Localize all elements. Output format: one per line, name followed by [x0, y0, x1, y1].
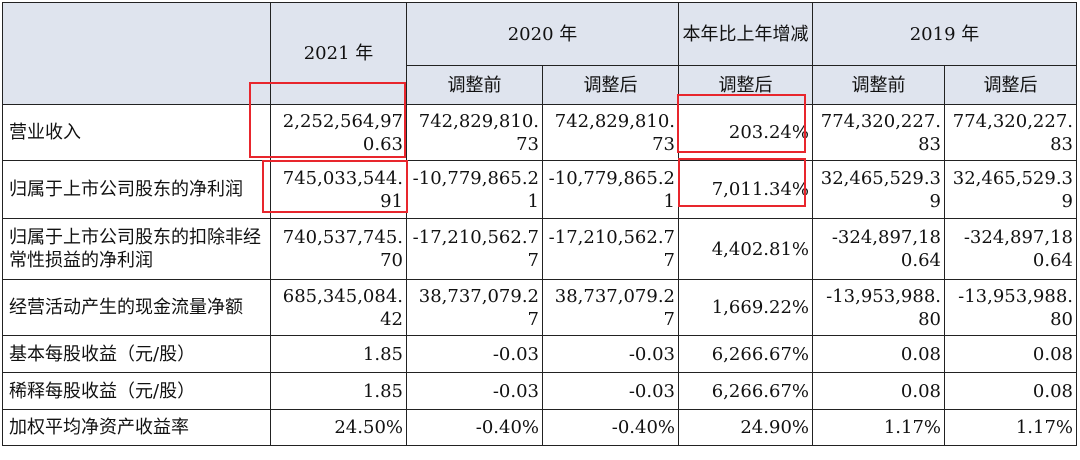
row-label: 稀释每股收益（元/股）	[2, 372, 271, 410]
value-2021: 1.85	[270, 335, 407, 373]
value-2021: 740,537,745.70	[270, 218, 407, 280]
value-2021: 1.85	[270, 372, 407, 410]
value-2020-after: -0.03	[542, 335, 679, 373]
header-2019-before: 调整前	[812, 65, 945, 105]
table-body: 营业收入 2,252,564,970.63 742,829,810.73 742,82…	[2, 104, 1077, 446]
value-2019-before: -324,897,180.64	[812, 218, 945, 280]
value-2019-after: -13,953,988.80	[944, 279, 1077, 336]
value-yoy: 24.90%	[678, 409, 813, 446]
value-2019-before: 0.08	[812, 335, 945, 373]
header-year-2019: 2019 年	[812, 2, 1077, 66]
header-2019-after: 调整后	[944, 65, 1077, 105]
value-2020-before: 38,737,079.27	[406, 279, 543, 336]
value-2019-before: 32,465,529.39	[812, 160, 945, 219]
value-2019-before: -13,953,988.80	[812, 279, 945, 336]
value-2019-after: 774,320,227.83	[944, 104, 1077, 161]
table-row: 经营活动产生的现金流量净额 685,345,084.42 38,737,079.27…	[2, 279, 1077, 336]
value-2019-after: 32,465,529.39	[944, 160, 1077, 219]
value-2020-after: -0.40%	[542, 409, 679, 446]
value-2020-before: -10,779,865.21	[406, 160, 543, 219]
value-2020-before: -0.03	[406, 335, 543, 373]
row-label: 归属于上市公司股东的扣除非经常性损益的净利润	[2, 218, 271, 280]
value-2019-after: 1.17%	[944, 409, 1077, 446]
financial-data-table: 2021 年 2020 年 本年比上年增减 2019 年 调整前 调整后 调整后…	[2, 2, 1077, 446]
header-yoy-change: 本年比上年增减	[678, 2, 813, 66]
value-2019-before: 1.17%	[812, 409, 945, 446]
table-row: 基本每股收益（元/股） 1.85 -0.03 -0.03 6,266.67% 0.08 0.…	[2, 335, 1077, 373]
value-2021: 745,033,544.91	[270, 160, 407, 219]
value-2020-before: -0.40%	[406, 409, 543, 446]
highlight-box-profit-yoy	[678, 158, 806, 207]
header-blank-cell	[2, 2, 271, 105]
row-label: 归属于上市公司股东的净利润	[2, 160, 271, 219]
header-year-2021: 2021 年	[270, 2, 407, 105]
row-label: 加权平均净资产收益率	[2, 409, 271, 446]
value-2019-after: 0.08	[944, 335, 1077, 373]
row-label: 经营活动产生的现金流量净额	[2, 279, 271, 336]
value-2020-after: -10,779,865.21	[542, 160, 679, 219]
value-yoy: 7,011.34%	[678, 160, 813, 219]
value-2020-before: -0.03	[406, 372, 543, 410]
value-2020-after: 38,737,079.27	[542, 279, 679, 336]
value-2021: 24.50%	[270, 409, 407, 446]
row-label: 基本每股收益（元/股）	[2, 335, 271, 373]
value-2020-before: -17,210,562.77	[406, 218, 543, 280]
header-2020-before: 调整前	[406, 65, 543, 105]
value-2020-after: -0.03	[542, 372, 679, 410]
value-2019-before: 0.08	[812, 372, 945, 410]
value-2019-after: 0.08	[944, 372, 1077, 410]
value-2020-before: 742,829,810.73	[406, 104, 543, 161]
highlight-box-profit-2021	[262, 160, 408, 213]
value-2021: 685,345,084.42	[270, 279, 407, 336]
value-yoy: 1,669.22%	[678, 279, 813, 336]
table-row: 加权平均净资产收益率 24.50% -0.40% -0.40% 24.90% 1.17% 1…	[2, 409, 1077, 446]
value-2019-after: -324,897,180.64	[944, 218, 1077, 280]
value-2020-after: 742,829,810.73	[542, 104, 679, 161]
row-label: 营业收入	[2, 104, 271, 161]
value-yoy: 6,266.67%	[678, 372, 813, 410]
table-row: 营业收入 2,252,564,970.63 742,829,810.73 742,82…	[2, 104, 1077, 161]
value-yoy: 6,266.67%	[678, 335, 813, 373]
value-2021: 2,252,564,970.63	[270, 104, 407, 161]
table-row: 稀释每股收益（元/股） 1.85 -0.03 -0.03 6,266.67% 0.08 0.…	[2, 372, 1077, 410]
highlight-box-revenue-yoy	[677, 94, 806, 153]
value-yoy: 4,402.81%	[678, 218, 813, 280]
table-row: 归属于上市公司股东的净利润 745,033,544.91 -10,779,865.2…	[2, 160, 1077, 219]
header-2020-after: 调整后	[542, 65, 679, 105]
value-2019-before: 774,320,227.83	[812, 104, 945, 161]
header-year-2020: 2020 年	[406, 2, 679, 66]
value-2020-after: -17,210,562.77	[542, 218, 679, 280]
table-row: 归属于上市公司股东的扣除非经常性损益的净利润 740,537,745.70 -17,…	[2, 218, 1077, 280]
highlight-box-revenue-2021	[249, 82, 406, 158]
